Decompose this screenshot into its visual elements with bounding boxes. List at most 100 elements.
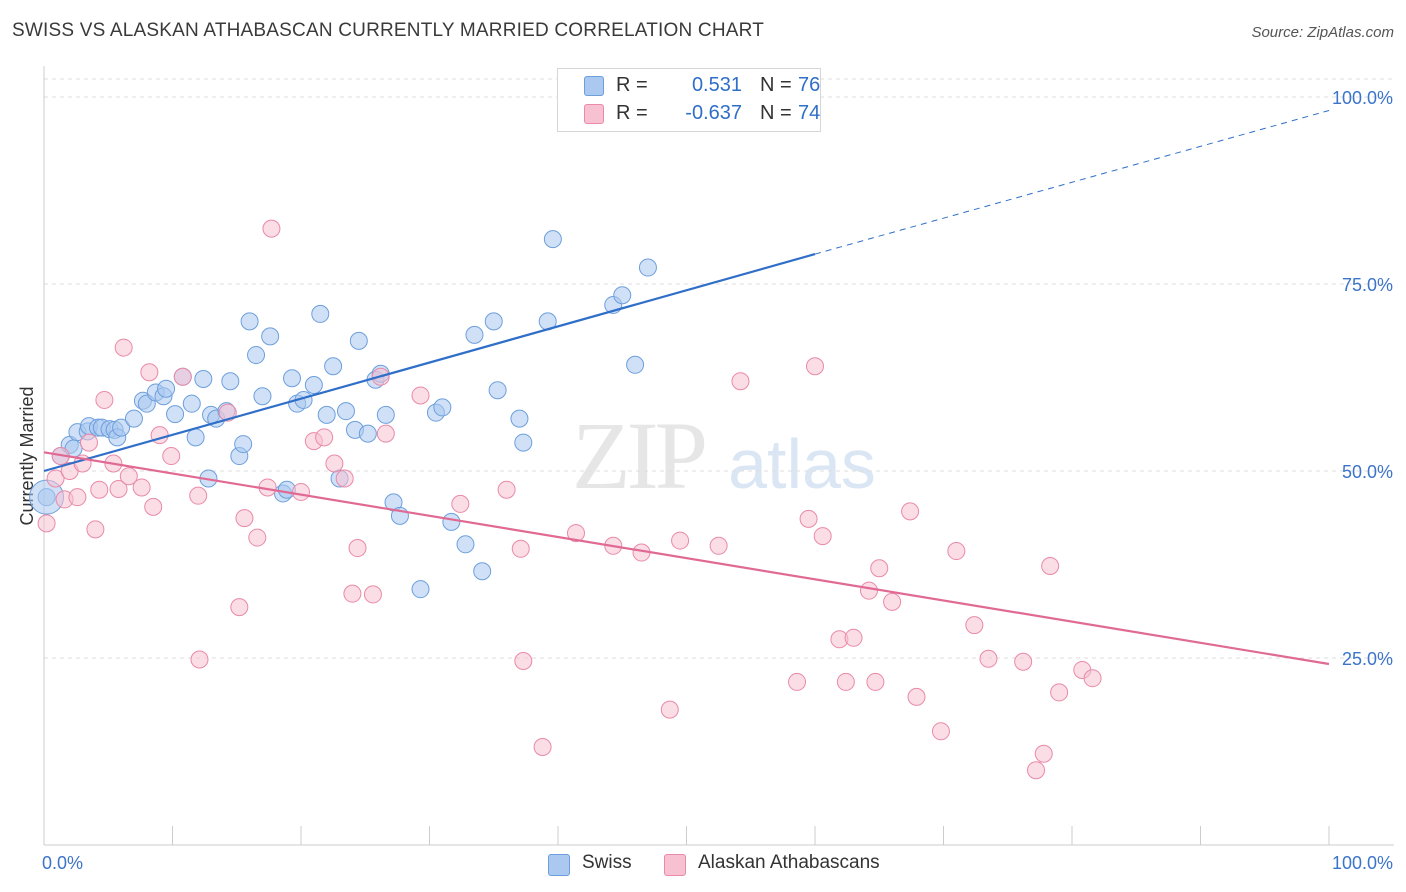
swiss-point bbox=[473, 562, 492, 581]
alaskan-point bbox=[813, 527, 832, 546]
alaskan-point bbox=[411, 386, 430, 405]
alaskan-point bbox=[79, 433, 98, 452]
alaskan-point bbox=[262, 219, 281, 238]
swiss-point bbox=[456, 535, 475, 554]
swiss-point bbox=[433, 398, 452, 417]
alaskan-point bbox=[46, 469, 65, 488]
alaskan-point bbox=[173, 367, 192, 386]
legend-n-label: N = bbox=[760, 74, 792, 96]
y-tick-label: 100.0% bbox=[1332, 88, 1393, 108]
bottom-legend-swatch-alaskan bbox=[664, 854, 686, 876]
swiss-point bbox=[194, 369, 213, 388]
swiss-point bbox=[376, 405, 395, 424]
alaskan-point bbox=[363, 585, 382, 604]
alaskan-point bbox=[315, 428, 334, 447]
alaskan-point bbox=[144, 497, 163, 516]
swiss-point bbox=[510, 409, 529, 428]
y-tick-label: 50.0% bbox=[1342, 462, 1393, 482]
legend-r-value: 0.531 bbox=[691, 74, 742, 96]
x-ticks bbox=[43, 826, 1330, 845]
alaskan-point bbox=[95, 390, 114, 409]
data-points bbox=[29, 88, 1102, 780]
swiss-point bbox=[626, 355, 645, 374]
swiss-point bbox=[247, 346, 266, 365]
alaskan-point bbox=[348, 539, 367, 558]
alaskan-point bbox=[1050, 683, 1069, 702]
alaskan-point bbox=[799, 509, 818, 528]
swiss-point bbox=[112, 418, 131, 437]
legend-r-label: R = bbox=[616, 74, 648, 96]
alaskan-point bbox=[671, 531, 690, 550]
alaskan-point bbox=[566, 524, 585, 543]
legend-r-value: -0.637 bbox=[685, 102, 742, 124]
swiss-point bbox=[240, 312, 259, 331]
alaskan-point bbox=[343, 584, 362, 603]
alaskan-point bbox=[1027, 761, 1046, 780]
y-tick-label: 25.0% bbox=[1342, 649, 1393, 669]
bottom-legend-label-alaskan: Alaskan Athabascans bbox=[698, 852, 880, 873]
alaskan-point bbox=[230, 598, 249, 617]
swiss-point bbox=[124, 409, 143, 428]
alaskan-point bbox=[788, 672, 807, 691]
swiss-point bbox=[166, 405, 185, 424]
alaskan-point bbox=[497, 480, 516, 499]
alaskan-point bbox=[37, 514, 56, 533]
alaskan-point bbox=[866, 672, 885, 691]
watermark-atlas: atlas bbox=[728, 425, 876, 503]
swiss-point bbox=[311, 304, 330, 323]
x-tick-label: 0.0% bbox=[42, 853, 83, 873]
alaskan-point bbox=[931, 722, 950, 741]
alaskan-point bbox=[292, 482, 310, 501]
swiss-point bbox=[349, 331, 368, 350]
alaskan-point bbox=[114, 338, 133, 357]
alaskan-point bbox=[883, 592, 902, 611]
alaskan-point bbox=[1034, 744, 1053, 763]
swiss-point bbox=[638, 258, 657, 277]
alaskan-point bbox=[162, 447, 181, 466]
alaskan-point bbox=[836, 672, 855, 691]
swiss-point bbox=[358, 424, 377, 443]
alaskan-point bbox=[218, 403, 237, 422]
alaskan-point bbox=[965, 616, 984, 635]
axes bbox=[43, 66, 1394, 846]
swiss-point bbox=[182, 394, 201, 413]
alaskan-point bbox=[335, 469, 354, 488]
alaskan-point bbox=[533, 738, 552, 757]
alaskan-point bbox=[660, 700, 679, 719]
alaskan-point bbox=[68, 488, 87, 507]
swiss-trend-line bbox=[43, 253, 816, 473]
alaskan-point bbox=[511, 539, 530, 558]
alaskan-point bbox=[731, 372, 750, 391]
watermark: ZIP atlas bbox=[572, 402, 876, 509]
alaskan-point bbox=[859, 581, 878, 600]
watermark-zip: ZIP bbox=[572, 402, 705, 509]
alaskan-point bbox=[907, 687, 926, 706]
swiss-point bbox=[613, 286, 632, 305]
alaskan-point bbox=[806, 357, 824, 376]
alaskan-point bbox=[514, 651, 533, 670]
alaskan-point bbox=[1041, 556, 1060, 575]
alaskan-point bbox=[90, 480, 109, 499]
legend-r-label: R = bbox=[616, 102, 648, 124]
swiss-point bbox=[221, 372, 240, 391]
chart-source: Source: ZipAtlas.com bbox=[1251, 24, 1394, 41]
legend-n-value: 74 bbox=[798, 102, 821, 124]
bottom-legend-label-swiss: Swiss bbox=[582, 852, 632, 873]
alaskan-point bbox=[189, 486, 208, 505]
legend-n-label: N = bbox=[760, 102, 792, 124]
legend-n-value: 76 bbox=[798, 74, 821, 96]
correlation-legend: R = 0.531 N = 76 R = -0.637 N = 74 bbox=[557, 68, 821, 132]
alaskan-point bbox=[1014, 652, 1033, 671]
swiss-point bbox=[304, 375, 323, 394]
alaskan-point bbox=[947, 542, 966, 561]
legend-swatch-swiss bbox=[584, 76, 604, 96]
alaskan-trend-line bbox=[43, 451, 1330, 666]
alaskan-point bbox=[235, 509, 254, 528]
alaskan-point bbox=[119, 467, 138, 486]
alaskan-point bbox=[248, 528, 267, 547]
bottom-legend-swatch-swiss bbox=[548, 854, 570, 876]
alaskan-point bbox=[86, 520, 105, 539]
swiss-point bbox=[283, 369, 302, 388]
x-tick-label: 100.0% bbox=[1332, 853, 1393, 873]
